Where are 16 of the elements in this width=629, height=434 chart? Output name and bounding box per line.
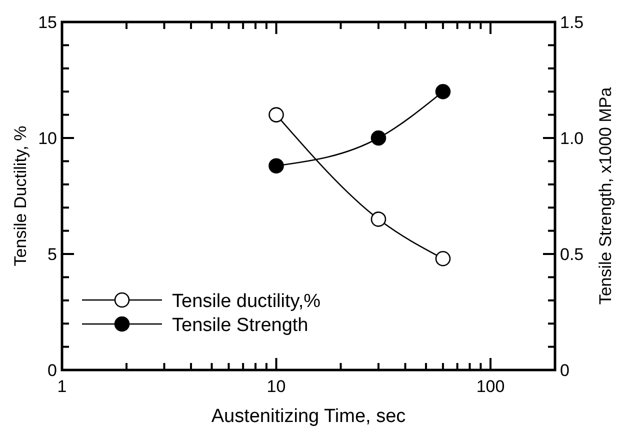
y2-tick-label: 1.5	[560, 13, 584, 32]
x-axis-title: Austenitizing Time, sec	[211, 406, 406, 427]
legend-label: Tensile ductility,%	[172, 291, 321, 312]
y2-tick-label: 0	[560, 361, 570, 380]
y2-tick-label: 1.0	[560, 129, 584, 148]
y-tick-label: 0	[48, 361, 57, 380]
x-tick-label: 1	[57, 377, 67, 396]
x-tick-label: 10	[266, 377, 286, 396]
y-tick-label: 10	[38, 129, 57, 148]
y2-tick-label: 0.5	[560, 245, 584, 264]
y-axis-title: Tensile Ductility, %	[11, 126, 30, 266]
legend-label: Tensile Strength	[172, 315, 308, 336]
y-tick-label: 15	[38, 13, 57, 32]
y2-axis-title: Tensile Strength, x1000 MPa	[596, 86, 615, 305]
y-tick-label: 5	[48, 245, 57, 264]
x-tick-label: 100	[476, 377, 505, 396]
